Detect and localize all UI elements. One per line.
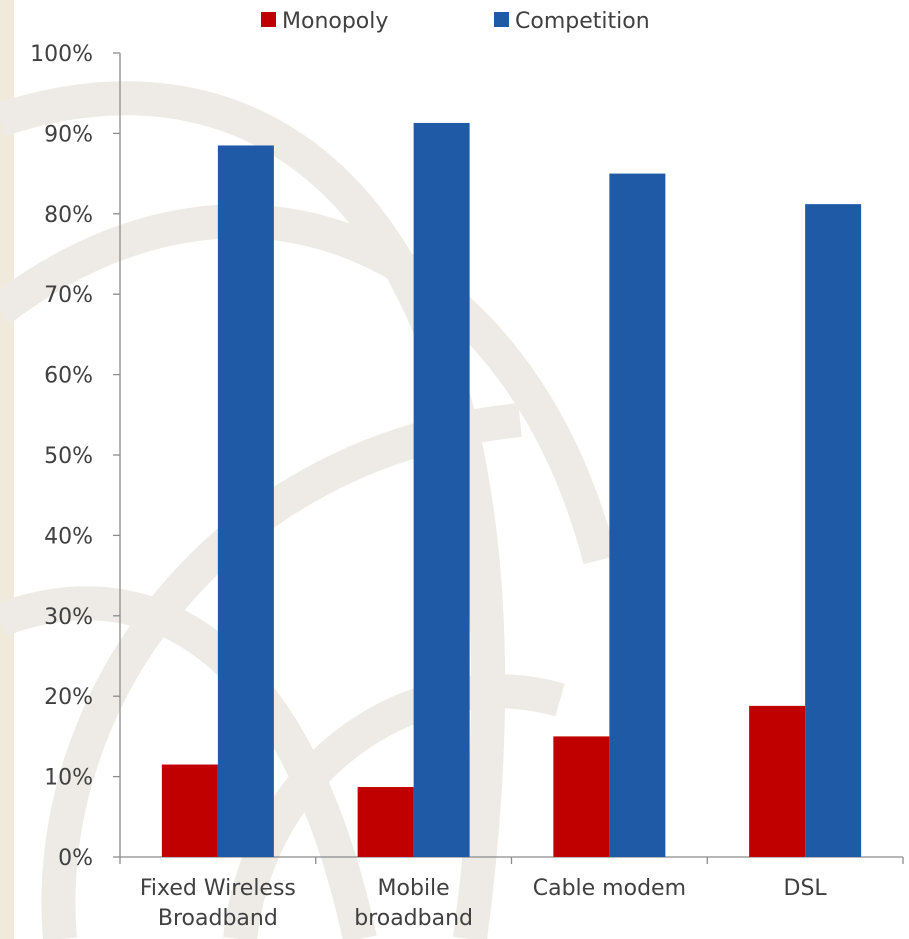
bar-monopoly-2	[553, 736, 610, 857]
x-category-label-line: Mobile	[378, 876, 450, 901]
x-category-label: DSL	[784, 876, 828, 901]
x-category-label: Fixed Wireless Broadband	[140, 876, 296, 931]
legend-swatch-competition	[494, 12, 509, 27]
y-tick-label: 60%	[44, 364, 93, 389]
y-tick-label: 40%	[44, 524, 93, 549]
bar-monopoly-3	[749, 705, 806, 857]
x-category-label: Mobile broadband	[354, 876, 473, 931]
chart-legend: Monopoly Competition	[261, 9, 650, 34]
bar-monopoly-0	[161, 764, 218, 857]
x-category-label-line: Broadband	[158, 906, 278, 931]
y-tick-label: 70%	[44, 283, 93, 308]
bar-competition-0	[217, 145, 274, 857]
y-tick-label: 20%	[44, 685, 93, 710]
y-tick-label: 90%	[44, 122, 93, 147]
legend-swatch-monopoly	[261, 12, 276, 27]
bar-competition-1	[413, 122, 470, 857]
bar-monopoly-1	[357, 787, 414, 857]
x-category-label-line: Fixed Wireless	[140, 876, 296, 901]
y-tick-label: 50%	[44, 444, 93, 469]
y-tick-label: 80%	[44, 203, 93, 228]
y-tick-label: 30%	[44, 605, 93, 630]
x-category-label-line: broadband	[354, 906, 473, 931]
chart-bars	[161, 122, 862, 858]
bar-competition-2	[609, 173, 666, 858]
x-category-label: Cable modem	[533, 876, 686, 901]
legend-label-competition: Competition	[515, 9, 650, 34]
x-category-label-line: Cable modem	[533, 876, 686, 901]
bar-competition-3	[805, 204, 862, 858]
chart-labels: 0% 10% 20% 30% 40% 50% 60% 70% 80% 90% 100% Fixed W…	[30, 42, 827, 931]
legend-label-monopoly: Monopoly	[282, 9, 388, 34]
x-category-label-line: DSL	[784, 876, 828, 901]
y-tick-label: 10%	[44, 766, 93, 791]
y-tick-label: 100%	[30, 42, 93, 67]
y-tick-label: 0%	[58, 846, 93, 871]
